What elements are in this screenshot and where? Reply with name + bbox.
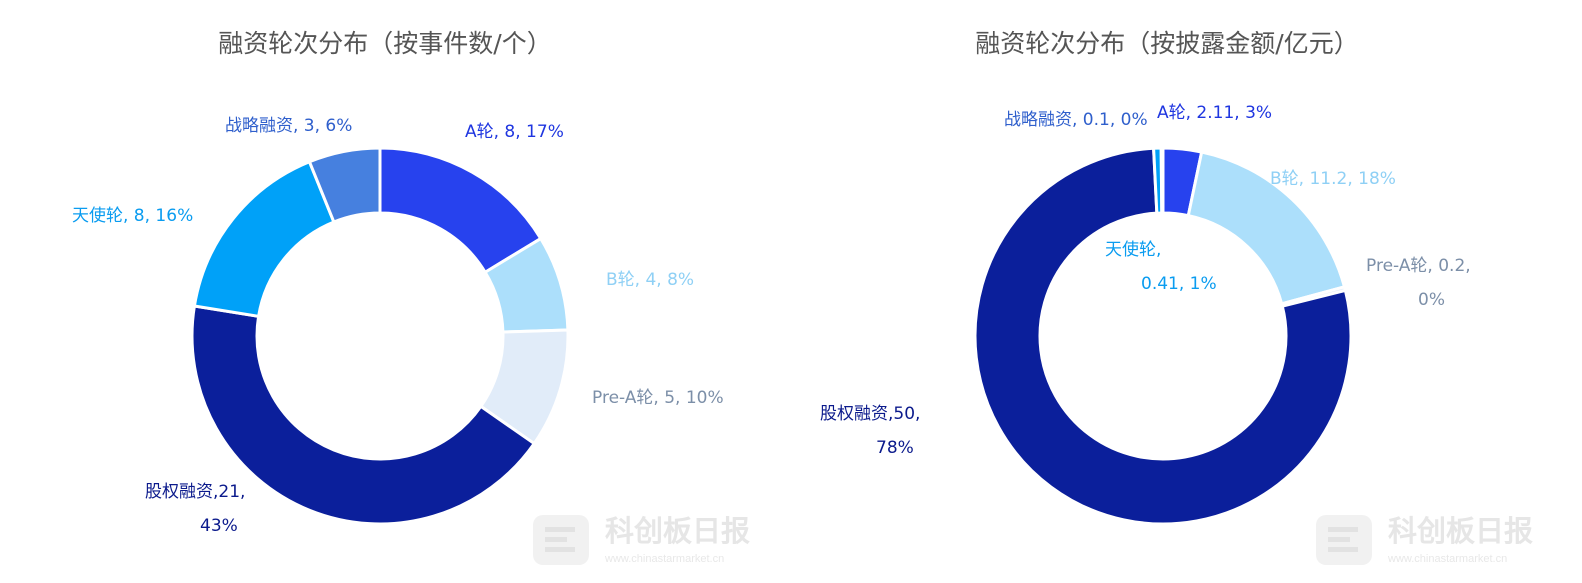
data-label-equity-financing: 股权融资,50, xyxy=(820,404,920,424)
data-label-equity-financing: 股权融资,21, xyxy=(145,482,245,502)
watermark-logo-bar xyxy=(545,537,567,542)
data-label-equity-financing: 43% xyxy=(200,516,238,536)
watermark-url: www.chinastarmarket.cn xyxy=(604,553,724,565)
donut-chart-2: 融资轮次分布（按披露金额/亿元） A轮, 2.11, 3% B轮, 11.2, 18… xyxy=(820,29,1533,565)
data-label-b-round: B轮, 4, 8% xyxy=(606,270,694,290)
data-label-pre-a-round: 0% xyxy=(1418,290,1445,310)
data-label-angel-round: 天使轮, xyxy=(1105,239,1161,260)
data-label-angel-round: 天使轮, 8, 16% xyxy=(72,205,193,226)
data-label-a-round: A轮, 8, 17% xyxy=(465,122,564,142)
watermark-logo-bar xyxy=(545,527,575,532)
watermark-logo-bar xyxy=(1328,547,1358,552)
watermark-brand: 科创板日报 xyxy=(605,514,750,548)
chart-title: 融资轮次分布（按披露金额/亿元） xyxy=(975,29,1358,58)
data-label-equity-financing: 78% xyxy=(876,438,914,458)
slice-equity-financing xyxy=(190,304,536,526)
watermark-logo-bar xyxy=(1328,527,1358,532)
watermark-logo: 科创板日报 www.chinastarmarket.cn xyxy=(1316,514,1533,565)
slice-strategic-financing xyxy=(307,146,382,224)
data-label-strategic-financing: 战略融资, 0.1, 0% xyxy=(1004,110,1148,130)
data-label-pre-a-round: Pre-A轮, 0.2, xyxy=(1366,256,1471,276)
watermark-logo: 科创板日报 www.chinastarmarket.cn xyxy=(533,514,750,565)
watermark-logo-bar xyxy=(1328,537,1350,542)
data-label-b-round: B轮, 11.2, 18% xyxy=(1270,169,1396,189)
watermark-brand: 科创板日报 xyxy=(1388,514,1533,548)
slice-strategic-financing xyxy=(1159,146,1165,215)
data-label-angel-round: 0.41, 1% xyxy=(1141,274,1217,294)
slice-equity-financing xyxy=(973,146,1353,526)
watermark-logo-bar xyxy=(545,547,575,552)
watermark-url: www.chinastarmarket.cn xyxy=(1387,553,1507,565)
data-label-strategic-financing: 战略融资, 3, 6% xyxy=(225,116,352,136)
donut-chart-1: 融资轮次分布（按事件数/个） A轮, 8, 17% B轮, 4, 8% Pre-A轮,… xyxy=(72,29,750,565)
data-label-a-round: A轮, 2.11, 3% xyxy=(1157,103,1272,123)
data-label-pre-a-round: Pre-A轮, 5, 10% xyxy=(592,388,724,408)
slice-angel-round xyxy=(192,160,336,318)
chart-title: 融资轮次分布（按事件数/个） xyxy=(218,29,551,58)
